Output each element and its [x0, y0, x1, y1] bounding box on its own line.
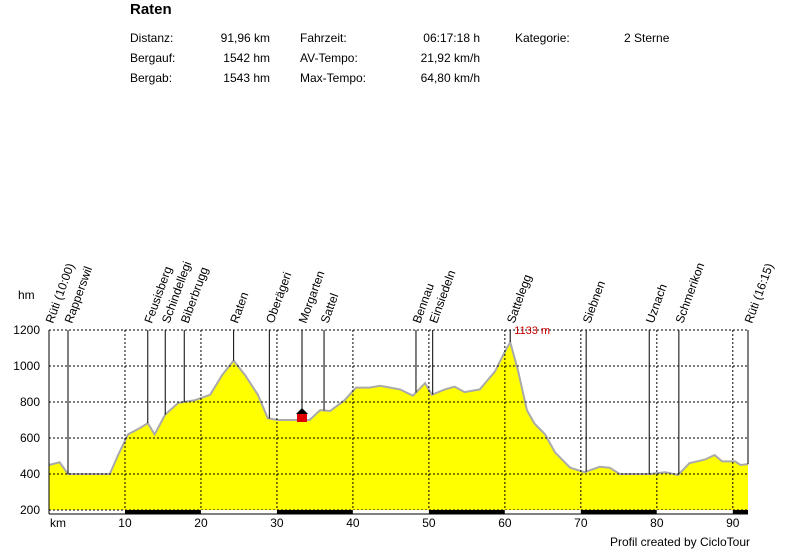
x-tick-label: 50 [422, 516, 436, 530]
x-tick-label: 30 [270, 516, 284, 530]
profile-line [48, 339, 749, 476]
profile-area [49, 342, 748, 510]
km-bar [732, 510, 748, 514]
km-bar [656, 510, 733, 514]
km-bar [352, 510, 429, 514]
km-bar [428, 510, 505, 514]
km-bar [504, 510, 581, 514]
stat-text: Fahrzeit: [300, 31, 347, 45]
km-bar [124, 510, 201, 514]
stat-text: Bergauf: [130, 51, 175, 65]
house-roof [296, 408, 308, 414]
x-tick-label: 20 [194, 516, 208, 530]
y-tick-label: 800 [20, 395, 40, 409]
km-bar [580, 510, 657, 514]
km-bar [200, 510, 277, 514]
stat-text: 21,92 km/h [421, 51, 480, 65]
stat-text: Kategorie: [515, 31, 570, 45]
stat-text: 06:17:18 h [423, 31, 480, 45]
stat-text: 1543 hm [223, 71, 270, 85]
x-tick-label: 80 [650, 516, 664, 530]
stat-text: 91,96 km [221, 31, 270, 45]
y-tick-label: 400 [20, 467, 40, 481]
title: Raten [130, 1, 172, 18]
y-axis-label: hm [18, 288, 35, 302]
stat-text: 1542 hm [223, 51, 270, 65]
y-tick-label: 600 [20, 431, 40, 445]
stat-text: Bergab: [130, 71, 172, 85]
x-tick-label: 60 [498, 516, 512, 530]
peak-annotation: 1133 m [514, 325, 550, 337]
y-tick-label: 1200 [13, 323, 40, 337]
x-axis-label: km [50, 516, 66, 530]
stat-text: Max-Tempo: [300, 71, 366, 85]
stat-text: 64,80 km/h [421, 71, 480, 85]
footer: Profil created by CicloTour [610, 535, 750, 549]
stat-text: 2 Sterne [624, 31, 670, 45]
stat-text: AV-Tempo: [300, 51, 358, 65]
x-tick-label: 70 [574, 516, 588, 530]
x-tick-label: 10 [118, 516, 132, 530]
x-tick-label: 40 [346, 516, 360, 530]
stat-text: Distanz: [130, 31, 173, 45]
km-bar [276, 510, 353, 514]
house-body [297, 414, 307, 422]
x-tick-label: 90 [726, 516, 740, 530]
y-tick-label: 1000 [13, 359, 40, 373]
y-tick-label: 200 [20, 503, 40, 517]
